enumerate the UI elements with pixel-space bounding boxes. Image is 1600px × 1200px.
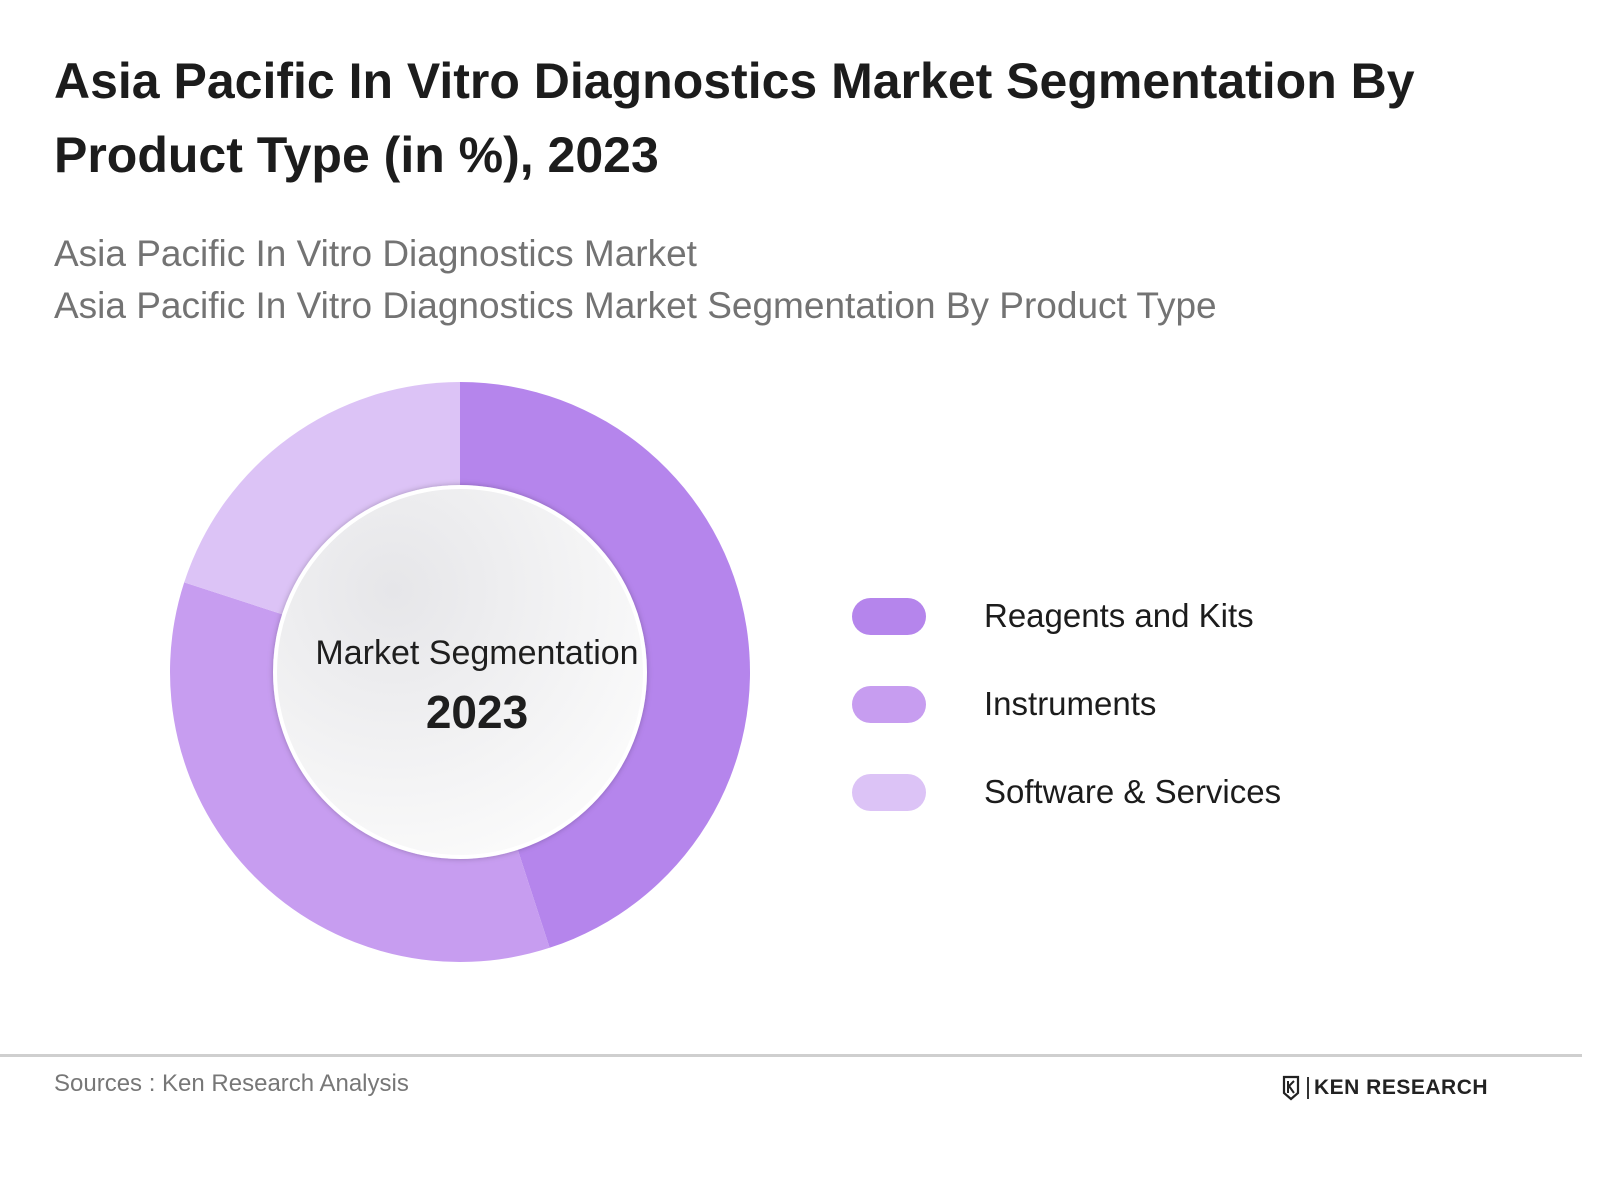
legend-item-instruments: Instruments bbox=[852, 660, 1281, 748]
subtitle-line-1: Asia Pacific In Vitro Diagnostics Market bbox=[54, 233, 697, 274]
subtitle-line-2: Asia Pacific In Vitro Diagnostics Market… bbox=[54, 285, 1217, 326]
legend-swatch bbox=[852, 685, 926, 723]
donut-center-label: Market Segmentation 2023 bbox=[282, 502, 672, 872]
legend-swatch bbox=[852, 597, 926, 635]
footer-divider bbox=[0, 1054, 1582, 1057]
logo-text: KEN RESEARCH bbox=[1314, 1076, 1489, 1099]
legend-label: Software & Services bbox=[984, 773, 1282, 810]
center-year: 2023 bbox=[425, 686, 529, 738]
ken-research-logo: KEN RESEARCH bbox=[1282, 1074, 1488, 1102]
logo-separator bbox=[1307, 1077, 1309, 1099]
legend-item-reagents-and-kits: Reagents and Kits bbox=[852, 572, 1281, 660]
donut-center-disc bbox=[273, 485, 647, 859]
legend-item-software-and-services: Software & Services bbox=[852, 748, 1281, 836]
center-caption: Market Segmentation bbox=[315, 634, 639, 672]
subtitle-block: Asia Pacific In Vitro Diagnostics Market… bbox=[54, 228, 1217, 332]
sources-note: Sources : Ken Research Analysis bbox=[54, 1070, 409, 1097]
legend-label: Instruments bbox=[984, 685, 1157, 722]
donut-chart bbox=[169, 382, 751, 962]
legend: Reagents and Kits Instruments Software &… bbox=[852, 572, 1281, 836]
legend-swatch bbox=[852, 773, 926, 811]
chart-title: Asia Pacific In Vitro Diagnostics Market… bbox=[54, 53, 1415, 183]
legend-label: Reagents and Kits bbox=[984, 597, 1254, 634]
ken-research-logo-icon bbox=[1282, 1075, 1300, 1101]
